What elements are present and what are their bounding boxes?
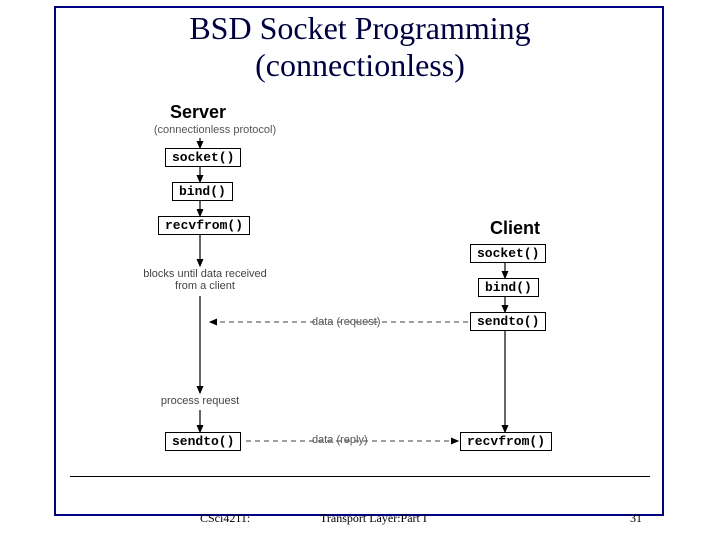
title-line1: BSD Socket Programming — [189, 10, 530, 46]
client-heading: Client — [490, 218, 540, 239]
footer-page: 31 — [630, 511, 642, 526]
footer-center: Transport Layer:Part I — [320, 511, 427, 526]
server-subtitle: (connectionless protocol) — [140, 124, 290, 136]
client-sendto-box: sendto() — [470, 312, 546, 331]
server-process-text: process request — [140, 395, 260, 407]
edge-reply-label: data (reply) — [310, 434, 370, 446]
footer-left: CSci4211: — [200, 511, 250, 526]
footer-rule — [70, 476, 650, 477]
server-recvfrom-box: recvfrom() — [158, 216, 250, 235]
edge-request-label: data (request) — [310, 316, 382, 328]
server-sendto-box: sendto() — [165, 432, 241, 451]
server-blocks-l1: blocks until data received — [143, 268, 267, 280]
server-blocks-l2: from a client — [175, 280, 235, 292]
client-socket-box: socket() — [470, 244, 546, 263]
client-recvfrom-box: recvfrom() — [460, 432, 552, 451]
server-bind-box: bind() — [172, 182, 233, 201]
client-bind-box: bind() — [478, 278, 539, 297]
server-socket-box: socket() — [165, 148, 241, 167]
slide-title: BSD Socket Programming (connectionless) — [60, 10, 660, 84]
server-blocks-text: blocks until data received from a client — [120, 268, 290, 292]
server-heading: Server — [170, 102, 226, 123]
title-line2: (connectionless) — [255, 47, 465, 83]
